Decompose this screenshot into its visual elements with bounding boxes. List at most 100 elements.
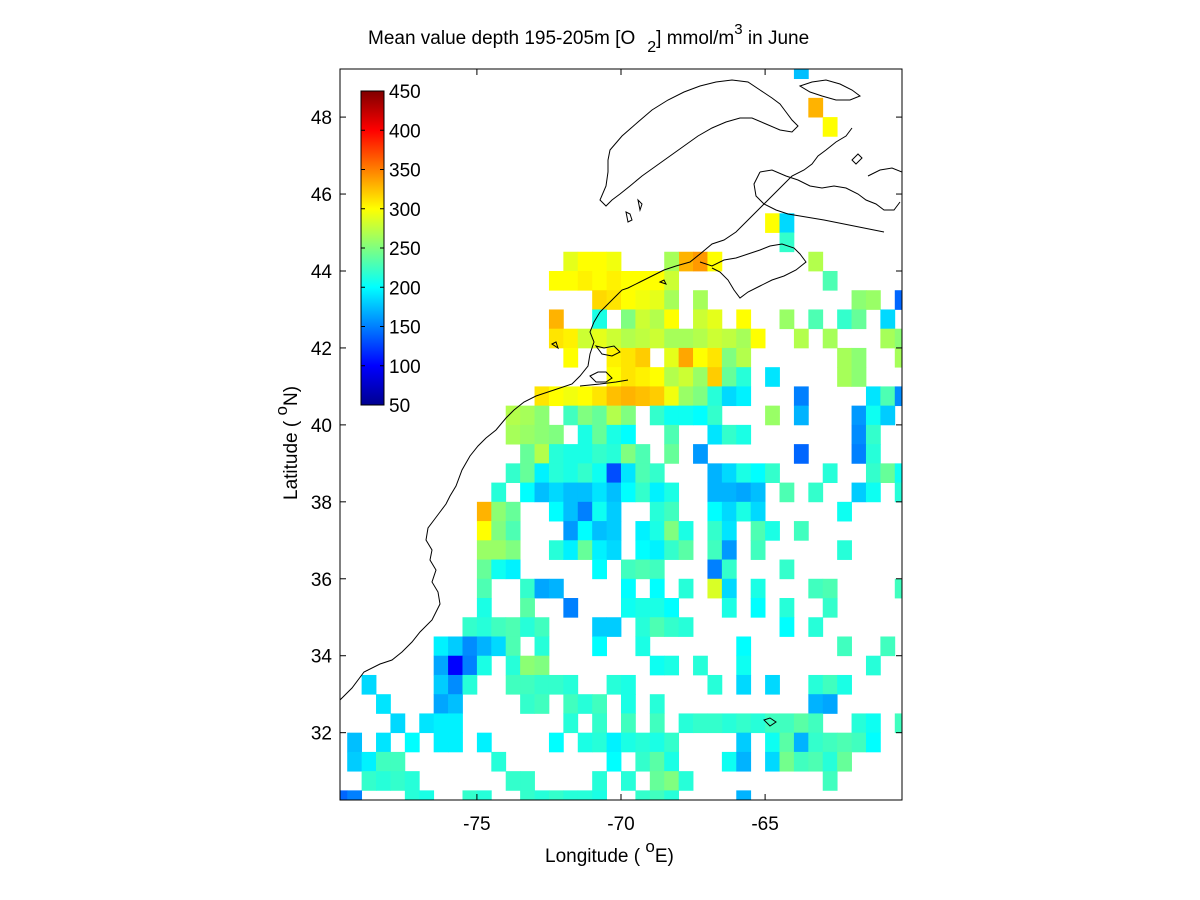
- data-cell: [649, 501, 665, 522]
- data-cell: [664, 732, 680, 753]
- data-cell: [721, 751, 737, 772]
- data-cell: [693, 713, 708, 734]
- data-cell: [707, 482, 723, 503]
- x-axis-label: Longitude ( oE): [545, 837, 674, 867]
- data-cell: [448, 636, 463, 657]
- data-cell: [433, 674, 449, 695]
- data-cell: [548, 309, 564, 330]
- data-cell: [606, 328, 622, 349]
- chart-title: Mean value depth 195-205m [O 2] mmol/m3 i…: [368, 21, 809, 56]
- data-cell: [577, 251, 593, 272]
- data-cell: [577, 386, 593, 407]
- data-cell: [592, 617, 607, 637]
- data-cell: [563, 790, 579, 800]
- data-cell: [707, 713, 723, 734]
- data-cell: [894, 482, 902, 503]
- data-cell: [865, 444, 881, 464]
- data-cell: [721, 386, 737, 407]
- data-cell: [635, 598, 651, 618]
- data-cell: [678, 251, 694, 272]
- data-cell: [779, 617, 795, 637]
- data-cell: [736, 309, 752, 330]
- data-cell: [779, 309, 795, 330]
- data-cell: [606, 463, 622, 483]
- data-cell: [390, 751, 406, 772]
- data-cell: [548, 732, 564, 753]
- y-tick-label: 36: [311, 570, 332, 591]
- data-cell: [563, 713, 579, 734]
- data-cell: [779, 213, 795, 233]
- data-cell: [649, 617, 665, 637]
- data-cell: [376, 732, 391, 753]
- data-cell: [808, 617, 824, 637]
- data-cell: [563, 674, 579, 695]
- data-cell: [721, 424, 737, 445]
- data-cell: [390, 713, 406, 734]
- data-cell: [664, 771, 680, 791]
- data-cell: [621, 290, 636, 310]
- data-cell: [851, 482, 867, 503]
- data-cell: [793, 386, 809, 407]
- data-cell: [851, 713, 867, 734]
- data-cell: [837, 732, 852, 753]
- data-cell: [534, 694, 550, 714]
- data-cell: [765, 674, 780, 695]
- data-cell: [592, 328, 607, 349]
- coastline: [340, 79, 902, 727]
- data-cell: [592, 251, 607, 272]
- data-cell: [548, 386, 564, 407]
- colorbar-ticks: 50 100 150 200 250 300 350 400 450: [361, 82, 421, 417]
- data-cell: [548, 578, 564, 599]
- data-cell: [534, 655, 550, 676]
- data-cell: [635, 559, 651, 580]
- data-cell: [534, 386, 550, 407]
- data-cell: [347, 790, 363, 800]
- data-cell: [404, 732, 420, 753]
- data-cell: [837, 540, 852, 560]
- data-cell: [664, 270, 680, 291]
- data-cell: [822, 694, 838, 714]
- data-cell: [563, 694, 579, 714]
- data-cell: [577, 405, 593, 426]
- data-cell: [476, 540, 492, 560]
- data-cell: [476, 636, 492, 657]
- data-cell: [476, 559, 492, 580]
- data-cell: [635, 444, 651, 464]
- data-cell: [851, 444, 867, 464]
- data-cell: [592, 424, 607, 445]
- data-cell: [462, 636, 478, 657]
- data-cell: [721, 521, 737, 541]
- data-cell: [635, 617, 651, 637]
- data-cell: [520, 482, 535, 503]
- data-cell: [736, 463, 752, 483]
- data-cell: [505, 540, 521, 560]
- data-cell: [592, 694, 607, 714]
- data-cell: [548, 463, 564, 483]
- data-cell: [736, 424, 752, 445]
- data-cell: [635, 540, 651, 560]
- data-cell: [865, 386, 881, 407]
- x-tick-label: -65: [751, 814, 778, 835]
- data-cell: [635, 751, 651, 772]
- data-cell: [621, 578, 636, 599]
- data-cell: [822, 751, 838, 772]
- data-cell: [448, 732, 463, 753]
- data-cell: [736, 732, 752, 753]
- data-cell: [635, 636, 651, 657]
- data-cell: [606, 444, 622, 464]
- data-cell: [577, 270, 593, 291]
- data-cell: [621, 598, 636, 618]
- data-cell: [649, 521, 665, 541]
- data-cell: [721, 540, 737, 560]
- data-cell: [822, 328, 838, 349]
- data-cell: [736, 328, 752, 349]
- data-cell: [592, 309, 607, 330]
- data-cell: [548, 540, 564, 560]
- data-cell: [880, 386, 896, 407]
- data-cell: [606, 617, 622, 637]
- data-cell: [707, 521, 723, 541]
- data-cell: [736, 636, 752, 657]
- data-cell: [880, 405, 896, 426]
- data-cell: [433, 655, 449, 676]
- data-cell: [491, 501, 507, 522]
